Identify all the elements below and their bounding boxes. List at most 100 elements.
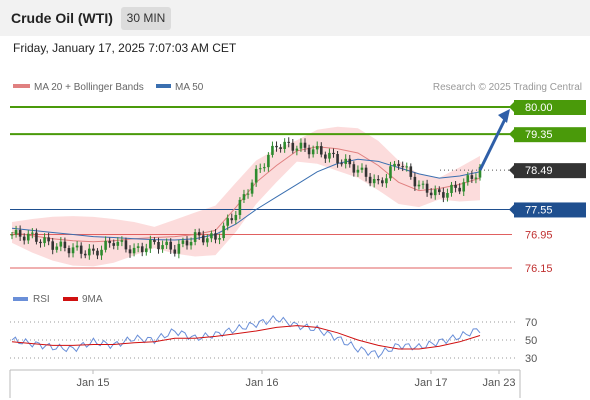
candle-body	[149, 239, 152, 249]
candle-body	[250, 182, 254, 194]
candle-body	[307, 147, 311, 155]
candle-body	[303, 142, 307, 148]
candle-body	[128, 249, 132, 254]
candle-body	[132, 247, 136, 254]
candle-body	[92, 248, 95, 251]
candle-body	[446, 193, 449, 198]
candle-body	[324, 154, 327, 159]
candle-body	[381, 180, 384, 184]
ma50-legend-label: MA 50	[175, 82, 204, 93]
candle-body	[189, 241, 193, 246]
candle-body	[291, 142, 295, 151]
candle-body	[364, 167, 368, 177]
candle-body	[161, 245, 164, 250]
candle-body	[344, 158, 348, 164]
ma20-legend-swatch	[13, 84, 30, 88]
resistance-label-79.35: 79.35	[525, 129, 553, 141]
candle-body	[88, 248, 91, 256]
candle-body	[140, 246, 144, 253]
target-arrow-head	[498, 109, 510, 123]
rsi-ma-line	[11, 325, 481, 350]
candle-body	[96, 250, 99, 256]
candle-body	[136, 246, 140, 248]
candle-body	[442, 192, 445, 198]
candle-body	[10, 234, 14, 236]
rsi-panel: 70 50 30	[10, 314, 537, 365]
candle-body	[271, 145, 274, 155]
candle-body	[458, 187, 461, 192]
ma50-legend-swatch	[156, 84, 171, 88]
candle-body	[83, 253, 87, 256]
candle-body	[230, 218, 234, 221]
support-label-76.95: 76.95	[525, 230, 553, 242]
candle-body	[299, 142, 303, 149]
candle-body	[100, 249, 103, 256]
time-axis: Jan 15 Jan 16 Jan 17 Jan 23	[76, 370, 516, 389]
candle-body	[238, 199, 242, 215]
candle-body	[18, 229, 22, 237]
price-panel: 80.00 79.35 78.49 77.55 76.95 76.15	[10, 100, 586, 275]
candle-body	[462, 182, 466, 192]
candle-body	[165, 241, 168, 246]
candle-body	[275, 145, 278, 148]
time-tick-label: Jan 23	[482, 377, 515, 389]
candle-body	[120, 240, 124, 242]
candle-body	[201, 235, 205, 243]
candle-body	[22, 236, 26, 241]
candle-body	[51, 241, 54, 250]
candle-body	[181, 240, 185, 244]
candle-body	[67, 248, 71, 254]
candle-body	[218, 238, 221, 240]
candle-body	[169, 241, 173, 250]
candle-body	[287, 141, 291, 143]
candle-body	[43, 237, 46, 244]
candle-body	[185, 240, 189, 246]
candle-body	[226, 218, 229, 226]
candle-body	[59, 241, 63, 247]
last-tag-78.49	[514, 163, 586, 179]
timeframe-badge[interactable]: 30 MIN	[121, 7, 171, 30]
rsi-tick-70: 70	[525, 317, 537, 329]
candle-body	[421, 183, 425, 185]
rsi-ma-legend-swatch	[63, 297, 78, 301]
candle-body	[413, 176, 417, 187]
candle-body	[26, 233, 30, 241]
candle-body	[319, 146, 323, 155]
candle-body	[348, 158, 352, 165]
candle-body	[242, 194, 246, 200]
candle-body	[263, 167, 266, 169]
candle-body	[397, 163, 400, 167]
candle-body	[389, 166, 392, 179]
resistance-tag-79.35	[514, 127, 586, 143]
pivot-label-77.55: 77.55	[525, 204, 553, 216]
candle-body	[454, 184, 457, 188]
last-label-78.49: 78.49	[525, 165, 553, 177]
candle-body	[356, 169, 360, 173]
candle-body	[372, 179, 376, 184]
pivot-tag-77.55	[514, 202, 586, 218]
pivot-tag-pointer-77.55	[509, 204, 514, 215]
candle-body	[438, 189, 441, 193]
candle-body	[14, 229, 18, 235]
candle-body	[254, 168, 258, 183]
candle-body	[206, 238, 209, 243]
candle-body	[332, 152, 335, 155]
candle-body	[425, 183, 429, 193]
candle-body	[328, 152, 331, 159]
time-tick-label: Jan 17	[414, 377, 447, 389]
target-arrow-shaft	[478, 114, 509, 171]
candle-body	[124, 240, 128, 250]
candle-body	[360, 167, 364, 170]
credit-label: Research © 2025 Trading Central	[433, 82, 582, 93]
candle-body	[104, 240, 107, 250]
candle-body	[75, 245, 79, 248]
candle-body	[258, 168, 262, 170]
candle-body	[340, 163, 343, 165]
candle-body	[450, 184, 453, 194]
candle-body	[336, 154, 339, 164]
last-tag-pointer-78.49	[509, 165, 514, 176]
candle-body	[71, 247, 75, 254]
candle-body	[210, 233, 213, 239]
time-tick-label: Jan 15	[76, 377, 109, 389]
candle-body	[157, 241, 160, 250]
